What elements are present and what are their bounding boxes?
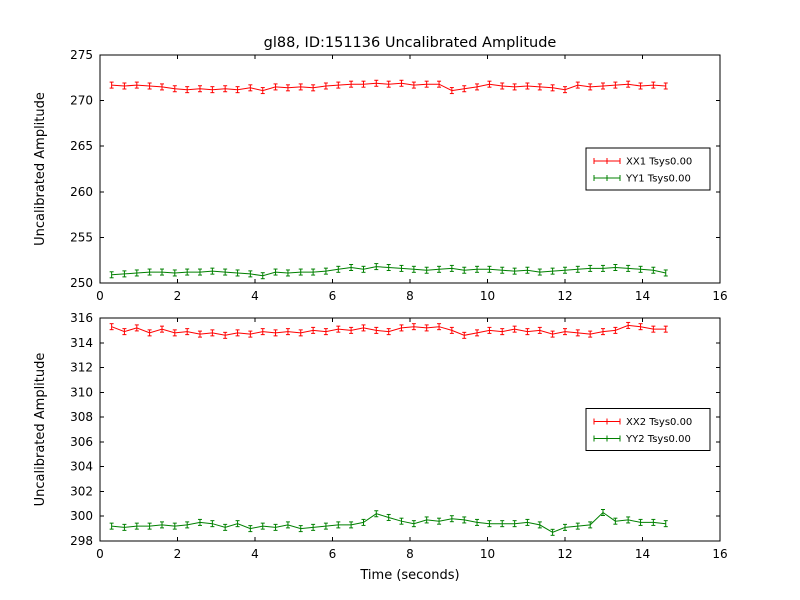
- bottom-x-tick-label: 12: [557, 547, 572, 561]
- top-x-tick-label: 0: [96, 289, 104, 303]
- top-series-xx1: [109, 79, 668, 95]
- top-legend: XX1 Tsys0.00 YY1 Tsys0.00: [585, 147, 711, 191]
- bottom-subplot: 0 2 4 6 8 10 12 14 16 298 300 302 304 306 308 310 312 314…: [33, 311, 728, 583]
- top-y-ticks: 250 255 260 265 270 275: [70, 48, 720, 290]
- top-legend-label: XX1 Tsys0.00: [626, 157, 692, 168]
- top-x-tick-label: 8: [406, 289, 414, 303]
- top-y-tick-label: 260: [70, 185, 93, 199]
- bottom-y-tick-label: 306: [70, 435, 93, 449]
- bottom-x-tick-label: 16: [712, 547, 727, 561]
- top-legend-label: YY1 Tsys0.00: [625, 174, 691, 185]
- top-y-tick-label: 255: [70, 230, 93, 244]
- bottom-y-tick-label: 314: [70, 336, 93, 350]
- bottom-x-tick-label: 8: [406, 547, 414, 561]
- bottom-x-tick-label: 0: [96, 547, 104, 561]
- bottom-y-tick-label: 302: [70, 484, 93, 498]
- top-subplot: 0 2 4 6 8 10 12 14 16 250 255 260 265 270 275 Uncalibra…: [33, 48, 728, 303]
- bottom-y-tick-label: 298: [70, 534, 93, 548]
- bottom-ylabel: Uncalibrated Amplitude: [33, 353, 48, 507]
- top-x-ticks: 0 2 4 6 8 10 12 14 16: [96, 55, 728, 303]
- top-series-yy1: [109, 263, 668, 280]
- bottom-xlabel: Time (seconds): [359, 568, 459, 583]
- bottom-x-tick-label: 6: [329, 547, 337, 561]
- bottom-y-tick-label: 304: [70, 460, 93, 474]
- top-x-tick-label: 14: [635, 289, 650, 303]
- bottom-y-tick-label: 312: [70, 361, 93, 375]
- bottom-series-yy2: [109, 509, 668, 536]
- top-ylabel: Uncalibrated Amplitude: [33, 92, 48, 246]
- top-y-tick-label: 275: [70, 48, 93, 62]
- bottom-y-tick-label: 310: [70, 385, 93, 399]
- top-y-tick-label: 250: [70, 276, 93, 290]
- top-x-tick-label: 12: [557, 289, 572, 303]
- bottom-x-tick-label: 2: [174, 547, 182, 561]
- bottom-y-tick-label: 308: [70, 410, 93, 424]
- bottom-x-tick-label: 10: [480, 547, 495, 561]
- bottom-y-tick-label: 300: [70, 509, 93, 523]
- figure-title: gl88, ID:151136 Uncalibrated Amplitude: [264, 35, 557, 51]
- top-x-tick-label: 4: [251, 289, 259, 303]
- bottom-legend: XX2 Tsys0.00 YY2 Tsys0.00: [585, 408, 711, 451]
- top-y-tick-label: 265: [70, 139, 93, 153]
- bottom-x-tick-label: 14: [635, 547, 650, 561]
- top-x-tick-label: 6: [329, 289, 337, 303]
- top-x-tick-label: 16: [712, 289, 727, 303]
- bottom-y-tick-label: 316: [70, 311, 93, 325]
- bottom-legend-label: XX2 Tsys0.00: [626, 417, 692, 428]
- bottom-x-tick-label: 4: [251, 547, 259, 561]
- top-y-tick-label: 270: [70, 94, 93, 108]
- bottom-y-ticks: 298 300 302 304 306 308 310 312 314 316: [70, 311, 720, 548]
- bottom-legend-label: YY2 Tsys0.00: [625, 434, 691, 445]
- bottom-series-xx2: [109, 321, 668, 339]
- top-x-tick-label: 10: [480, 289, 495, 303]
- bottom-x-ticks: 0 2 4 6 8 10 12 14 16: [96, 318, 728, 561]
- top-x-tick-label: 2: [174, 289, 182, 303]
